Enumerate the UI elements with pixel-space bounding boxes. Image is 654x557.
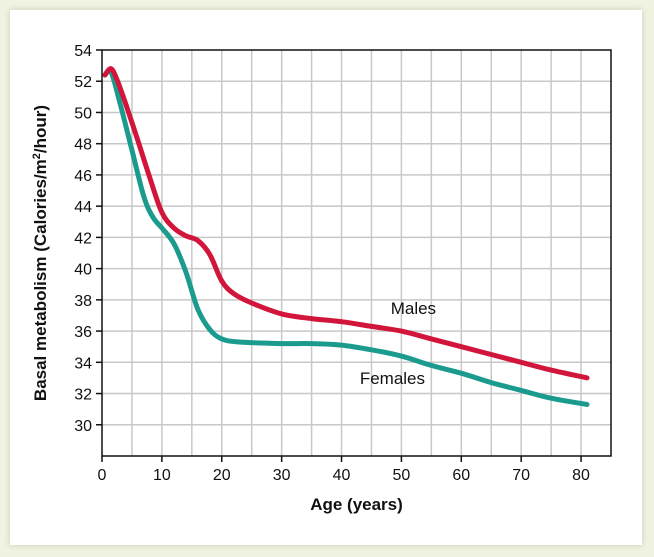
y-tick-label: 30 [74,418,92,435]
y-tick-label: 34 [74,355,92,372]
y-axis-title-end: /hour) [31,105,50,153]
x-axis-title: Age (years) [310,495,403,514]
x-tick-label: 0 [98,467,107,484]
y-tick-label: 40 [74,262,92,279]
y-tick-label: 38 [74,293,92,310]
y-tick-label: 50 [74,105,92,122]
series-label-females: Females [360,369,425,388]
y-tick-label: 52 [74,74,92,91]
y-axis-title-superscript: 2 [31,153,43,159]
y-tick-label: 36 [74,324,92,341]
series-line-females [102,67,590,407]
x-tick-label: 60 [452,467,470,484]
chart-card: 0 10 20 30 40 50 60 70 80 30 32 34 36 38 40 42 44 46 48 50 5… [10,10,642,545]
y-axis-title-main: Basal metabolism (Calories/m [31,159,50,401]
x-tick-label: 10 [153,467,171,484]
x-tick-label: 30 [273,467,291,484]
y-tick-label: 44 [74,199,92,216]
x-tick-label: 80 [572,467,590,484]
axis-ticks: 0 10 20 30 40 50 60 70 80 30 32 34 36 38 40 42 44 46 48 50 5… [74,43,590,484]
y-tick-label: 48 [74,137,92,154]
series-label-males: Males [391,299,436,318]
series-lines [102,66,590,407]
x-tick-label: 40 [333,467,351,484]
x-tick-label: 70 [512,467,530,484]
line-chart: 0 10 20 30 40 50 60 70 80 30 32 34 36 38 40 42 44 46 48 50 5… [31,43,612,514]
series-line-males [102,66,590,381]
x-tick-label: 20 [213,467,231,484]
x-tick-label: 50 [393,467,411,484]
y-axis-title: Basal metabolism (Calories/m2/hour) [31,105,50,401]
y-tick-label: 42 [74,230,92,247]
y-tick-label: 32 [74,387,92,404]
plot-border [101,49,612,457]
y-tick-label: 46 [74,168,92,185]
y-tick-label: 54 [74,43,92,60]
